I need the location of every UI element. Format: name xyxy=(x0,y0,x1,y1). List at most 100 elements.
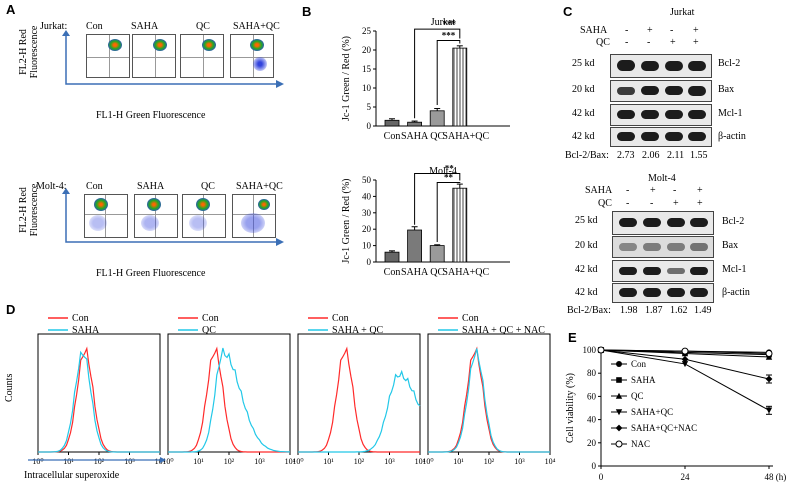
jurkat-flow-axes xyxy=(62,30,284,88)
jurkat-condition-con: Con xyxy=(86,21,103,32)
jurkat-qc-sign-2: - xyxy=(647,37,651,48)
molt-marker-3: 42 kd xyxy=(575,264,598,275)
molt-blot-actin xyxy=(612,283,714,303)
viability-ytick-label: 60 xyxy=(587,391,597,401)
viability-xlabel: (h) xyxy=(776,472,787,482)
molt-ratio-4: 1.49 xyxy=(694,305,712,316)
jurkat-ytick-label: 15 xyxy=(362,64,372,74)
jurkat-y-axis-line2: Fluorescence xyxy=(29,25,40,79)
molt-ytick-label: 40 xyxy=(362,191,372,201)
viability-legend-marker-4 xyxy=(615,424,623,432)
jurkat-condition-saha: SAHA xyxy=(131,21,159,32)
histogram-tick-label: 10¹ xyxy=(63,457,74,466)
molt-bar-0 xyxy=(384,251,400,263)
jurkat-flow-saha xyxy=(132,34,176,78)
legend-label-con: Con xyxy=(72,313,89,324)
jurkat-qc-sign-1: - xyxy=(625,37,629,48)
molt-flow-saha xyxy=(134,194,178,238)
histogram-tick-label: 10³ xyxy=(514,457,525,466)
jurkat-qc-sign-3: + xyxy=(670,37,676,48)
jurkat-bar-1 xyxy=(407,121,422,127)
histogram-frame-1 xyxy=(167,333,291,453)
jurkat-ytick-label: 5 xyxy=(367,102,372,112)
jurkat-flow-con xyxy=(86,34,130,78)
molt-ratio-3: 1.62 xyxy=(670,305,688,316)
molt-marker-4: 42 kd xyxy=(575,287,598,298)
viability-ytick-label: 0 xyxy=(592,461,597,471)
viability-point-4-1 xyxy=(681,355,689,363)
molt-qc-sign-4: + xyxy=(697,198,703,209)
histogram-frame-2 xyxy=(297,333,421,453)
jurkat-category-label: SAHA xyxy=(401,131,429,142)
treatment-histogram-3 xyxy=(428,348,550,453)
molt-saha-label: SAHA xyxy=(585,185,613,196)
histogram-tick-label: 10⁰ xyxy=(162,457,173,466)
molt-sig-bracket-2 xyxy=(414,172,461,225)
molt-qc-sign-2: - xyxy=(650,198,654,209)
jurkat-saha-sign-1: - xyxy=(625,25,629,36)
histogram-tick-label: 10³ xyxy=(124,457,135,466)
jurkat-ylabel: Jc-1 Green / Red (%) xyxy=(341,36,352,121)
molt-category-label: SAHA+QC xyxy=(442,267,489,278)
jurkat-condition-sahaqc: SAHA+QC xyxy=(233,21,280,32)
legend-label-con: Con xyxy=(332,313,349,324)
jurkat-sig-label-2: *** xyxy=(442,19,456,29)
viability-ylabel: Cell viability (%) xyxy=(565,373,576,443)
molt-condition-qc: QC xyxy=(201,181,215,192)
jurkat-sig-label-1: *** xyxy=(442,31,456,41)
molt-qc-label: QC xyxy=(598,198,612,209)
histogram-frame-0 xyxy=(37,333,161,453)
molt-saha-sign-4: + xyxy=(697,185,703,196)
treatment-histogram-1 xyxy=(168,347,290,453)
viability-xtick-label: 24 xyxy=(681,472,691,482)
jurkat-ratio-2: 2.06 xyxy=(642,150,660,161)
histogram-frame-3 xyxy=(427,333,551,453)
molt-qc-sign-3: + xyxy=(673,198,679,209)
legend-label-treatment: SAHA + QC xyxy=(332,325,384,336)
molt-x-axis-label: FL1-H Green Fluorescence xyxy=(96,268,206,279)
jurkat-ytick-label: 20 xyxy=(362,45,372,55)
molt-qc-sign-1: - xyxy=(626,198,630,209)
molt-saha-sign-1: - xyxy=(626,185,630,196)
jurkat-protein-bax: Bax xyxy=(718,84,735,95)
viability-legend-label-2: QC xyxy=(631,391,644,401)
jurkat-saha-sign-2: + xyxy=(647,25,653,36)
viability-legend-marker-0 xyxy=(616,361,622,367)
molt-protein-bax: Bax xyxy=(722,240,739,251)
molt-sig-label-1: ** xyxy=(444,172,454,182)
jurkat-y-axis-line1: FL2-H Red xyxy=(18,29,29,75)
histogram-tick-label: 10⁴ xyxy=(415,457,426,466)
panel-d-ylabel: Counts xyxy=(4,373,15,402)
molt-blot-mcl1 xyxy=(612,260,714,282)
legend-label-treatment: QC xyxy=(202,325,216,336)
viability-point-5-2 xyxy=(765,349,773,357)
molt-blot-bax xyxy=(612,236,714,258)
jurkat-blot-mcl1 xyxy=(610,104,712,126)
viability-ytick-label: 100 xyxy=(583,345,597,355)
histogram-tick-label: 10³ xyxy=(384,457,395,466)
panel-a-letter: A xyxy=(6,2,16,17)
molt-ytick-label: 20 xyxy=(362,224,372,234)
viability-point-5-0 xyxy=(597,346,605,354)
jurkat-flow-qc xyxy=(180,34,224,78)
histogram-panels: 10⁰10¹10²10³10⁴ConSAHA10⁰10¹10²10³10⁴Con… xyxy=(28,313,556,466)
jurkat-sig-bracket-2 xyxy=(414,28,461,119)
histogram-tick-label: 10⁰ xyxy=(422,457,433,466)
jurkat-saha-sign-3: - xyxy=(670,25,674,36)
jurkat-blot-actin xyxy=(610,127,712,147)
jurkat-marker-3: 42 kd xyxy=(572,108,595,119)
histogram-tick-label: 10¹ xyxy=(323,457,334,466)
molt-blot-bcl2 xyxy=(612,211,714,235)
jurkat-qc-label: QC xyxy=(596,37,610,48)
viability-legend-label-5: NAC xyxy=(631,439,650,449)
histogram-tick-label: 10⁴ xyxy=(285,457,296,466)
jurkat-blot-bax xyxy=(610,80,712,102)
viability-legend-marker-1 xyxy=(616,377,622,383)
jurkat-category-label: QC xyxy=(430,131,444,142)
molt-ytick-label: 0 xyxy=(367,257,372,267)
viability-ytick-label: 40 xyxy=(587,415,597,425)
molt-ratio-2: 1.87 xyxy=(645,305,663,316)
histogram-tick-label: 10¹ xyxy=(193,457,204,466)
molt-category-label: Con xyxy=(384,267,401,278)
